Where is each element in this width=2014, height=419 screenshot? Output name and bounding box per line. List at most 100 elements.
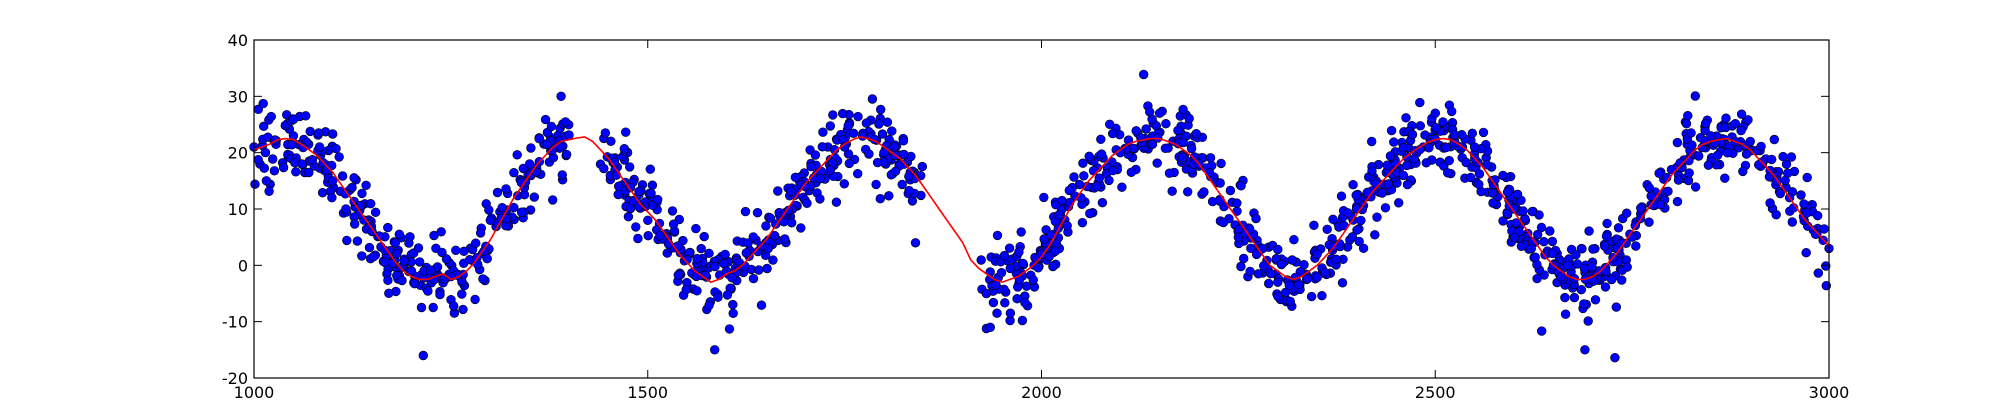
data-point bbox=[1530, 252, 1540, 262]
data-point bbox=[904, 185, 914, 196]
data-point bbox=[1469, 142, 1480, 152]
x-tick-label: 3000 bbox=[1809, 383, 1850, 402]
data-point bbox=[1571, 250, 1581, 260]
data-point bbox=[1583, 316, 1593, 326]
data-point bbox=[368, 252, 379, 262]
data-point bbox=[1036, 249, 1047, 259]
data-point bbox=[409, 279, 420, 289]
data-point bbox=[1380, 203, 1391, 213]
y-tick-label: 30 bbox=[228, 87, 248, 106]
data-point bbox=[825, 121, 835, 131]
data-point bbox=[342, 235, 352, 246]
tick-marks bbox=[253, 39, 1830, 379]
data-point bbox=[1509, 204, 1519, 214]
data-point bbox=[1096, 134, 1106, 145]
data-point bbox=[620, 127, 631, 137]
data-point bbox=[1430, 108, 1441, 118]
data-point bbox=[1018, 258, 1028, 269]
data-point bbox=[1348, 180, 1358, 190]
data-point bbox=[773, 186, 783, 196]
data-point bbox=[756, 300, 767, 310]
data-point bbox=[1663, 186, 1673, 197]
data-point bbox=[1383, 179, 1394, 189]
data-point bbox=[287, 140, 297, 150]
data-point bbox=[1644, 217, 1654, 227]
data-point bbox=[1556, 272, 1566, 282]
data-point bbox=[547, 195, 558, 205]
data-point bbox=[1580, 345, 1590, 355]
data-point bbox=[1673, 175, 1684, 185]
data-point bbox=[1005, 308, 1016, 318]
data-point bbox=[349, 173, 359, 183]
data-point bbox=[1687, 140, 1697, 150]
data-point bbox=[328, 129, 338, 139]
data-point bbox=[1415, 121, 1426, 131]
data-point bbox=[1263, 278, 1274, 289]
data-point bbox=[556, 91, 566, 102]
data-point bbox=[470, 294, 480, 305]
data-point bbox=[634, 202, 644, 212]
data-point bbox=[383, 222, 393, 233]
data-point bbox=[1796, 190, 1806, 200]
data-point bbox=[844, 158, 854, 169]
data-point bbox=[269, 166, 280, 176]
data-point bbox=[853, 111, 863, 122]
data-point bbox=[1690, 182, 1701, 192]
data-point bbox=[392, 249, 402, 259]
data-point bbox=[748, 273, 759, 284]
data-point bbox=[361, 180, 371, 191]
data-point bbox=[1236, 261, 1246, 272]
data-point bbox=[1401, 113, 1411, 123]
data-point bbox=[484, 205, 494, 215]
data-point bbox=[1104, 119, 1115, 130]
data-point bbox=[1152, 158, 1162, 168]
data-point bbox=[1498, 170, 1508, 181]
data-point bbox=[1487, 188, 1498, 198]
y-tick-label: -10 bbox=[222, 313, 248, 332]
data-point bbox=[1184, 113, 1194, 124]
data-point bbox=[673, 270, 683, 280]
data-point bbox=[1389, 137, 1399, 147]
data-point bbox=[1461, 157, 1471, 168]
data-point bbox=[872, 157, 883, 168]
data-point bbox=[874, 119, 884, 129]
data-point bbox=[1498, 216, 1508, 226]
data-point bbox=[1636, 203, 1646, 213]
data-point bbox=[1273, 244, 1283, 255]
data-point bbox=[458, 304, 468, 315]
data-point bbox=[307, 155, 318, 165]
data-point bbox=[871, 179, 881, 190]
data-point bbox=[1336, 191, 1347, 201]
data-point bbox=[1787, 217, 1798, 227]
data-point bbox=[1186, 143, 1197, 154]
data-point bbox=[1225, 185, 1236, 196]
data-point bbox=[1273, 277, 1283, 287]
data-point bbox=[761, 221, 771, 231]
data-point bbox=[606, 136, 616, 147]
data-point bbox=[1813, 268, 1824, 278]
data-point bbox=[1138, 69, 1149, 80]
data-point bbox=[800, 181, 810, 192]
data-point bbox=[501, 184, 511, 194]
data-point bbox=[390, 238, 400, 248]
data-point bbox=[1094, 173, 1105, 183]
data-point bbox=[815, 194, 825, 204]
data-point bbox=[1706, 131, 1716, 141]
data-point bbox=[266, 111, 276, 122]
data-point bbox=[451, 245, 461, 256]
data-point bbox=[526, 143, 536, 153]
data-point bbox=[1337, 278, 1348, 288]
data-point bbox=[647, 180, 658, 190]
data-point bbox=[1402, 179, 1413, 190]
data-point bbox=[1131, 126, 1141, 136]
data-point bbox=[1398, 143, 1409, 153]
data-point bbox=[1312, 249, 1322, 259]
data-point bbox=[253, 155, 263, 165]
x-tick-label: 2500 bbox=[1415, 383, 1456, 402]
data-point bbox=[1276, 259, 1287, 270]
data-point bbox=[890, 166, 901, 177]
data-point bbox=[1266, 269, 1276, 279]
data-point bbox=[1722, 148, 1733, 158]
data-point bbox=[449, 301, 459, 311]
data-point bbox=[305, 126, 315, 137]
